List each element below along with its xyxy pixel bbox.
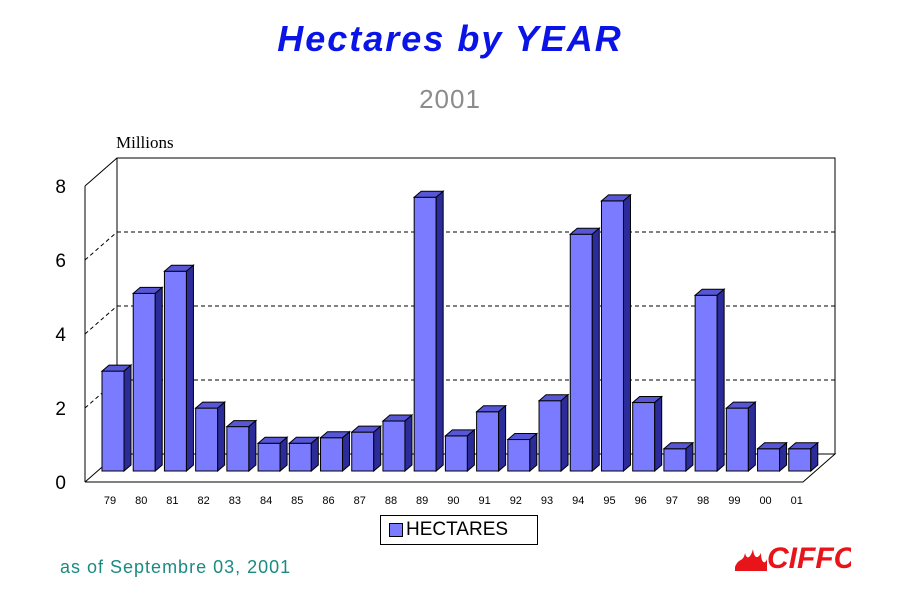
- x-tick-label: 95: [603, 495, 615, 507]
- x-tick-label: 85: [291, 495, 303, 507]
- x-tick-label: 80: [135, 495, 147, 507]
- bar: [288, 442, 312, 472]
- flame-icon: [735, 549, 767, 571]
- bar-side: [747, 401, 756, 473]
- x-tick-label: 79: [104, 495, 116, 507]
- y-unit-label: Millions: [116, 133, 174, 152]
- bar: [351, 431, 375, 472]
- bar-side: [185, 264, 194, 473]
- bar: [757, 448, 781, 472]
- y-tick-labels: 0 2 4 6 8: [55, 177, 66, 494]
- x-tick-label: 91: [478, 495, 490, 507]
- x-tick-label: 99: [728, 495, 740, 507]
- x-tick-label: 89: [416, 495, 428, 507]
- x-tick-label: 01: [791, 495, 803, 507]
- y-tick-label: 0: [55, 473, 66, 494]
- bar-side: [310, 436, 319, 473]
- x-tick-label: 81: [166, 495, 178, 507]
- bar-side: [779, 441, 788, 473]
- bar-side: [154, 286, 163, 473]
- bar-side: [217, 401, 226, 473]
- bar-side: [622, 193, 631, 473]
- bar-side: [373, 425, 382, 473]
- bar: [507, 439, 531, 472]
- bar-side: [560, 393, 569, 473]
- bar-side: [716, 288, 725, 473]
- bar: [444, 435, 468, 472]
- x-tick-label: 00: [759, 495, 771, 507]
- bar-side: [404, 413, 413, 473]
- gridline-side: [84, 305, 118, 335]
- bar: [569, 233, 593, 472]
- bar: [257, 442, 281, 472]
- bar: [725, 407, 749, 472]
- bar: [476, 411, 500, 472]
- logo-text: CIFFC: [767, 542, 851, 575]
- bar: [132, 292, 156, 472]
- bar-side: [810, 441, 819, 473]
- bar-side: [529, 432, 538, 473]
- y-tick-label: 4: [55, 325, 66, 346]
- bar-side: [248, 419, 257, 473]
- bar-side: [342, 430, 351, 473]
- bar-side: [498, 404, 507, 473]
- bar: [413, 196, 437, 472]
- x-tick-label: 98: [697, 495, 709, 507]
- y-tick-label: 8: [55, 177, 66, 198]
- legend: HECTARES: [380, 515, 538, 545]
- x-tick-label: 92: [510, 495, 522, 507]
- x-tick-label: 86: [322, 495, 334, 507]
- bar: [600, 200, 624, 472]
- bars: [100, 190, 820, 473]
- legend-label: HECTARES: [406, 519, 509, 540]
- bar: [538, 400, 562, 472]
- x-tick-label: 93: [541, 495, 553, 507]
- y-tick-label: 6: [55, 251, 66, 272]
- bar-side: [466, 428, 475, 473]
- bar-side: [654, 395, 663, 473]
- x-tick-label: 94: [572, 495, 584, 507]
- chart-title: Hectares by YEAR: [277, 18, 623, 59]
- x-tick-label: 97: [666, 495, 678, 507]
- bar: [195, 407, 219, 472]
- x-tick-label: 90: [447, 495, 459, 507]
- bar: [632, 402, 656, 472]
- legend-swatch: [389, 523, 403, 537]
- y-tick-label: 2: [55, 399, 66, 420]
- footer-note: as of Septembre 03, 2001: [60, 557, 292, 577]
- x-tick-label: 87: [354, 495, 366, 507]
- ciffc-logo: CIFFC: [735, 542, 851, 575]
- bar-side: [279, 436, 288, 473]
- x-tick-label: 88: [385, 495, 397, 507]
- bar: [788, 448, 812, 472]
- chart-subtitle: 2001: [419, 84, 481, 114]
- bar: [163, 270, 187, 472]
- bar: [226, 426, 250, 472]
- x-tick-label: 84: [260, 495, 272, 507]
- x-tick-labels: 79 80 81 82 83 84 85 86 87 88 89 90 91 92 93 94 95 96 97 98…: [104, 495, 803, 507]
- bar: [101, 370, 125, 472]
- x-tick-label: 96: [635, 495, 647, 507]
- bar-side: [685, 441, 694, 473]
- bar-side: [435, 190, 444, 473]
- x-tick-label: 83: [229, 495, 241, 507]
- bar-side: [591, 227, 600, 473]
- bar: [663, 448, 687, 472]
- bar: [320, 437, 344, 472]
- bar: [382, 420, 406, 472]
- bar: [694, 294, 718, 472]
- bar-side: [123, 364, 132, 473]
- x-tick-label: 82: [198, 495, 210, 507]
- gridline-side: [84, 231, 118, 261]
